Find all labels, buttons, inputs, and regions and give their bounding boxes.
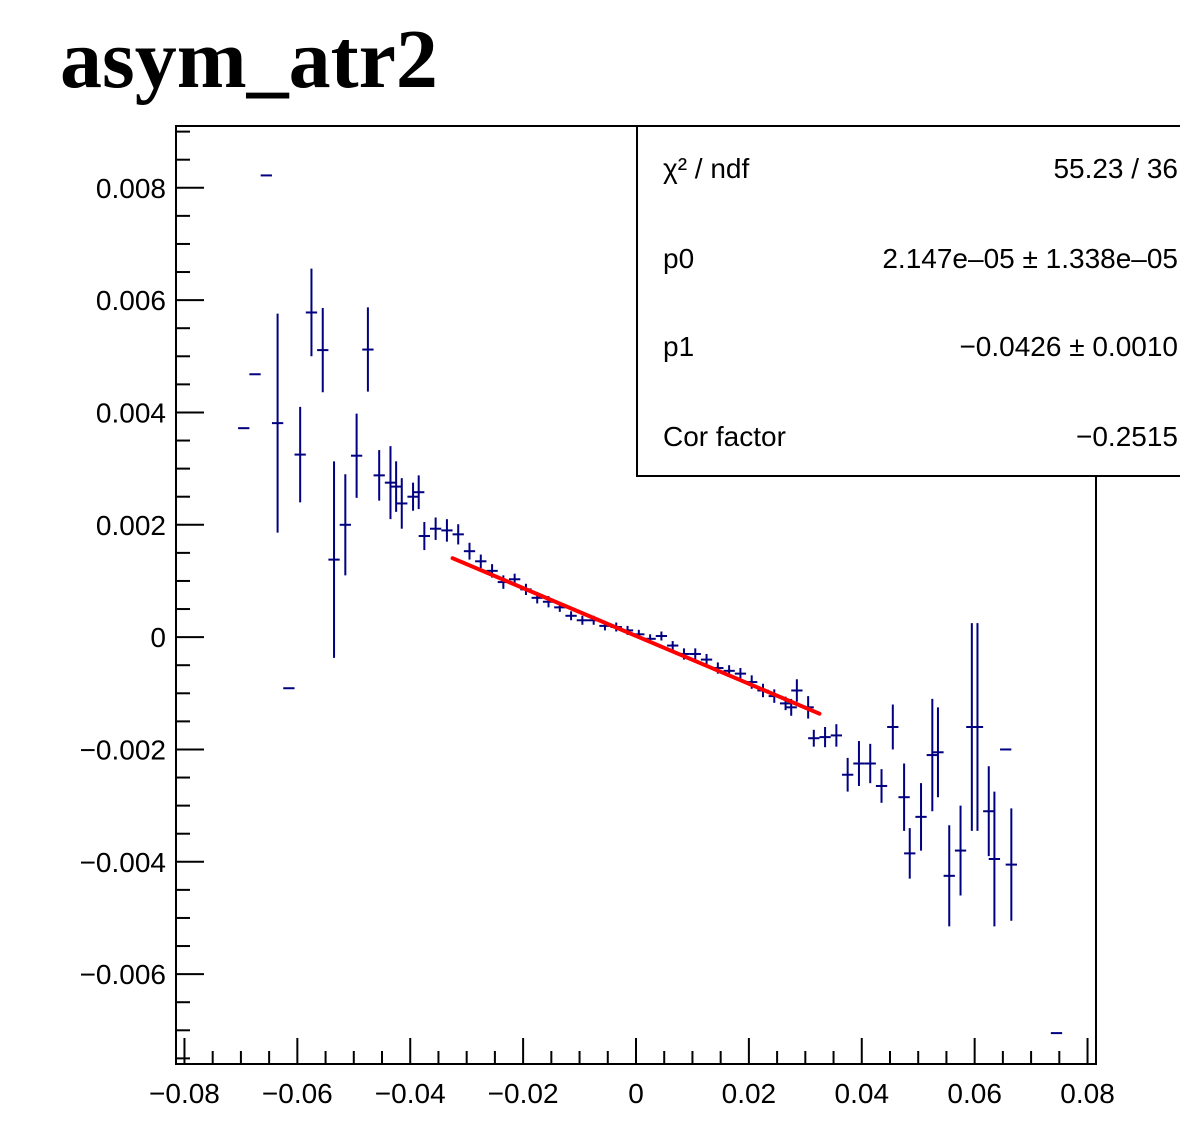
x-tick-label: −0.06 — [262, 1078, 333, 1109]
data-point — [842, 757, 854, 792]
data-point — [441, 519, 453, 542]
data-point — [418, 521, 430, 551]
stats-row: p1 −0.0426 ± 0.0010 — [663, 331, 1178, 362]
stats-value: −0.2515 — [1076, 421, 1178, 452]
y-tick-label: 0.002 — [96, 510, 166, 541]
data-point — [875, 769, 888, 803]
data-point — [339, 474, 351, 576]
data-point — [350, 413, 363, 498]
stats-label: χ² / ndf — [663, 153, 750, 184]
stats-row: χ² / ndf 55.23 / 36 — [663, 153, 1178, 184]
data-point — [373, 450, 385, 501]
data-point — [305, 268, 318, 357]
data-point — [463, 542, 476, 560]
data-point — [667, 641, 679, 651]
y-tick-label: 0.006 — [96, 285, 166, 316]
data-point — [971, 623, 984, 831]
x-tick-label: 0.04 — [835, 1078, 890, 1109]
data-point — [943, 825, 955, 927]
x-tick-label: −0.04 — [375, 1078, 446, 1109]
data-point — [988, 791, 1001, 927]
stats-value: 55.23 / 36 — [1053, 153, 1178, 184]
data-point — [565, 611, 577, 621]
fit-line-segment — [450, 556, 822, 716]
data-point — [384, 446, 397, 520]
x-tick-label: 0 — [628, 1078, 644, 1109]
data-point — [294, 406, 306, 503]
data-point — [429, 517, 442, 540]
data-point — [898, 763, 910, 831]
stats-rows: χ² / ndf 55.23 / 36 p0 2.147e–05 ± 1.338e–0… — [663, 153, 1178, 452]
data-point — [915, 783, 927, 851]
stats-label: p1 — [663, 331, 694, 362]
data-point — [932, 707, 944, 798]
data-point — [983, 766, 995, 857]
y-tick-label: −0.004 — [80, 847, 166, 878]
stats-row: Cor factor −0.2515 — [663, 421, 1178, 452]
fit-line — [450, 556, 822, 716]
data-point — [853, 741, 865, 786]
data-point — [689, 648, 701, 660]
x-tick-label: 0.08 — [1060, 1078, 1115, 1109]
x-tick-label: 0.02 — [722, 1078, 777, 1109]
stats-value: 2.147e–05 ± 1.338e–05 — [882, 243, 1178, 274]
data-point — [700, 653, 713, 666]
x-tick-label: 0.06 — [947, 1078, 1002, 1109]
data-point — [808, 729, 820, 747]
stats-value: −0.0426 ± 0.0010 — [959, 331, 1178, 362]
data-point — [475, 554, 487, 569]
data-point — [734, 668, 747, 680]
data-point — [271, 313, 284, 533]
data-point — [864, 743, 876, 784]
y-tick-label: 0.004 — [96, 397, 166, 428]
data-point — [317, 307, 329, 393]
data-point — [452, 524, 464, 545]
x-axis: −0.08 −0.06 −0.04 −0.02 0 0.02 0.04 0.06 0.08 — [149, 1038, 1115, 1109]
data-point — [576, 615, 589, 625]
data-point — [362, 307, 374, 392]
x-tick-label: −0.08 — [149, 1078, 220, 1109]
data-point — [407, 482, 419, 511]
stats-row: p0 2.147e–05 ± 1.338e–05 — [663, 243, 1178, 274]
y-axis: −0.006 −0.004 −0.002 0 0.002 0.004 0.006 0.008 — [80, 130, 204, 1060]
data-point — [954, 805, 967, 896]
data-point — [655, 631, 668, 641]
data-point — [413, 475, 425, 510]
stats-label: Cor factor — [663, 421, 786, 452]
data-point — [887, 704, 899, 750]
stats-box: χ² / ndf 55.23 / 36 p0 2.147e–05 ± 1.338e–0… — [636, 125, 1180, 477]
data-point — [396, 478, 408, 529]
y-tick-label: −0.002 — [80, 734, 166, 765]
data-point — [926, 698, 938, 812]
data-point — [819, 726, 831, 748]
data-point — [1005, 808, 1017, 921]
y-tick-label: 0 — [150, 622, 166, 653]
data-point — [328, 461, 340, 658]
y-tick-label: −0.006 — [80, 959, 166, 990]
chart-title: asym_atr2 — [60, 13, 438, 106]
stats-label: p0 — [663, 243, 694, 274]
x-tick-label: −0.02 — [488, 1078, 559, 1109]
data-point — [791, 679, 803, 702]
data-point — [904, 828, 916, 879]
data-point — [830, 724, 843, 747]
y-tick-label: 0.008 — [96, 173, 166, 204]
stats-box-frame — [636, 125, 1180, 477]
